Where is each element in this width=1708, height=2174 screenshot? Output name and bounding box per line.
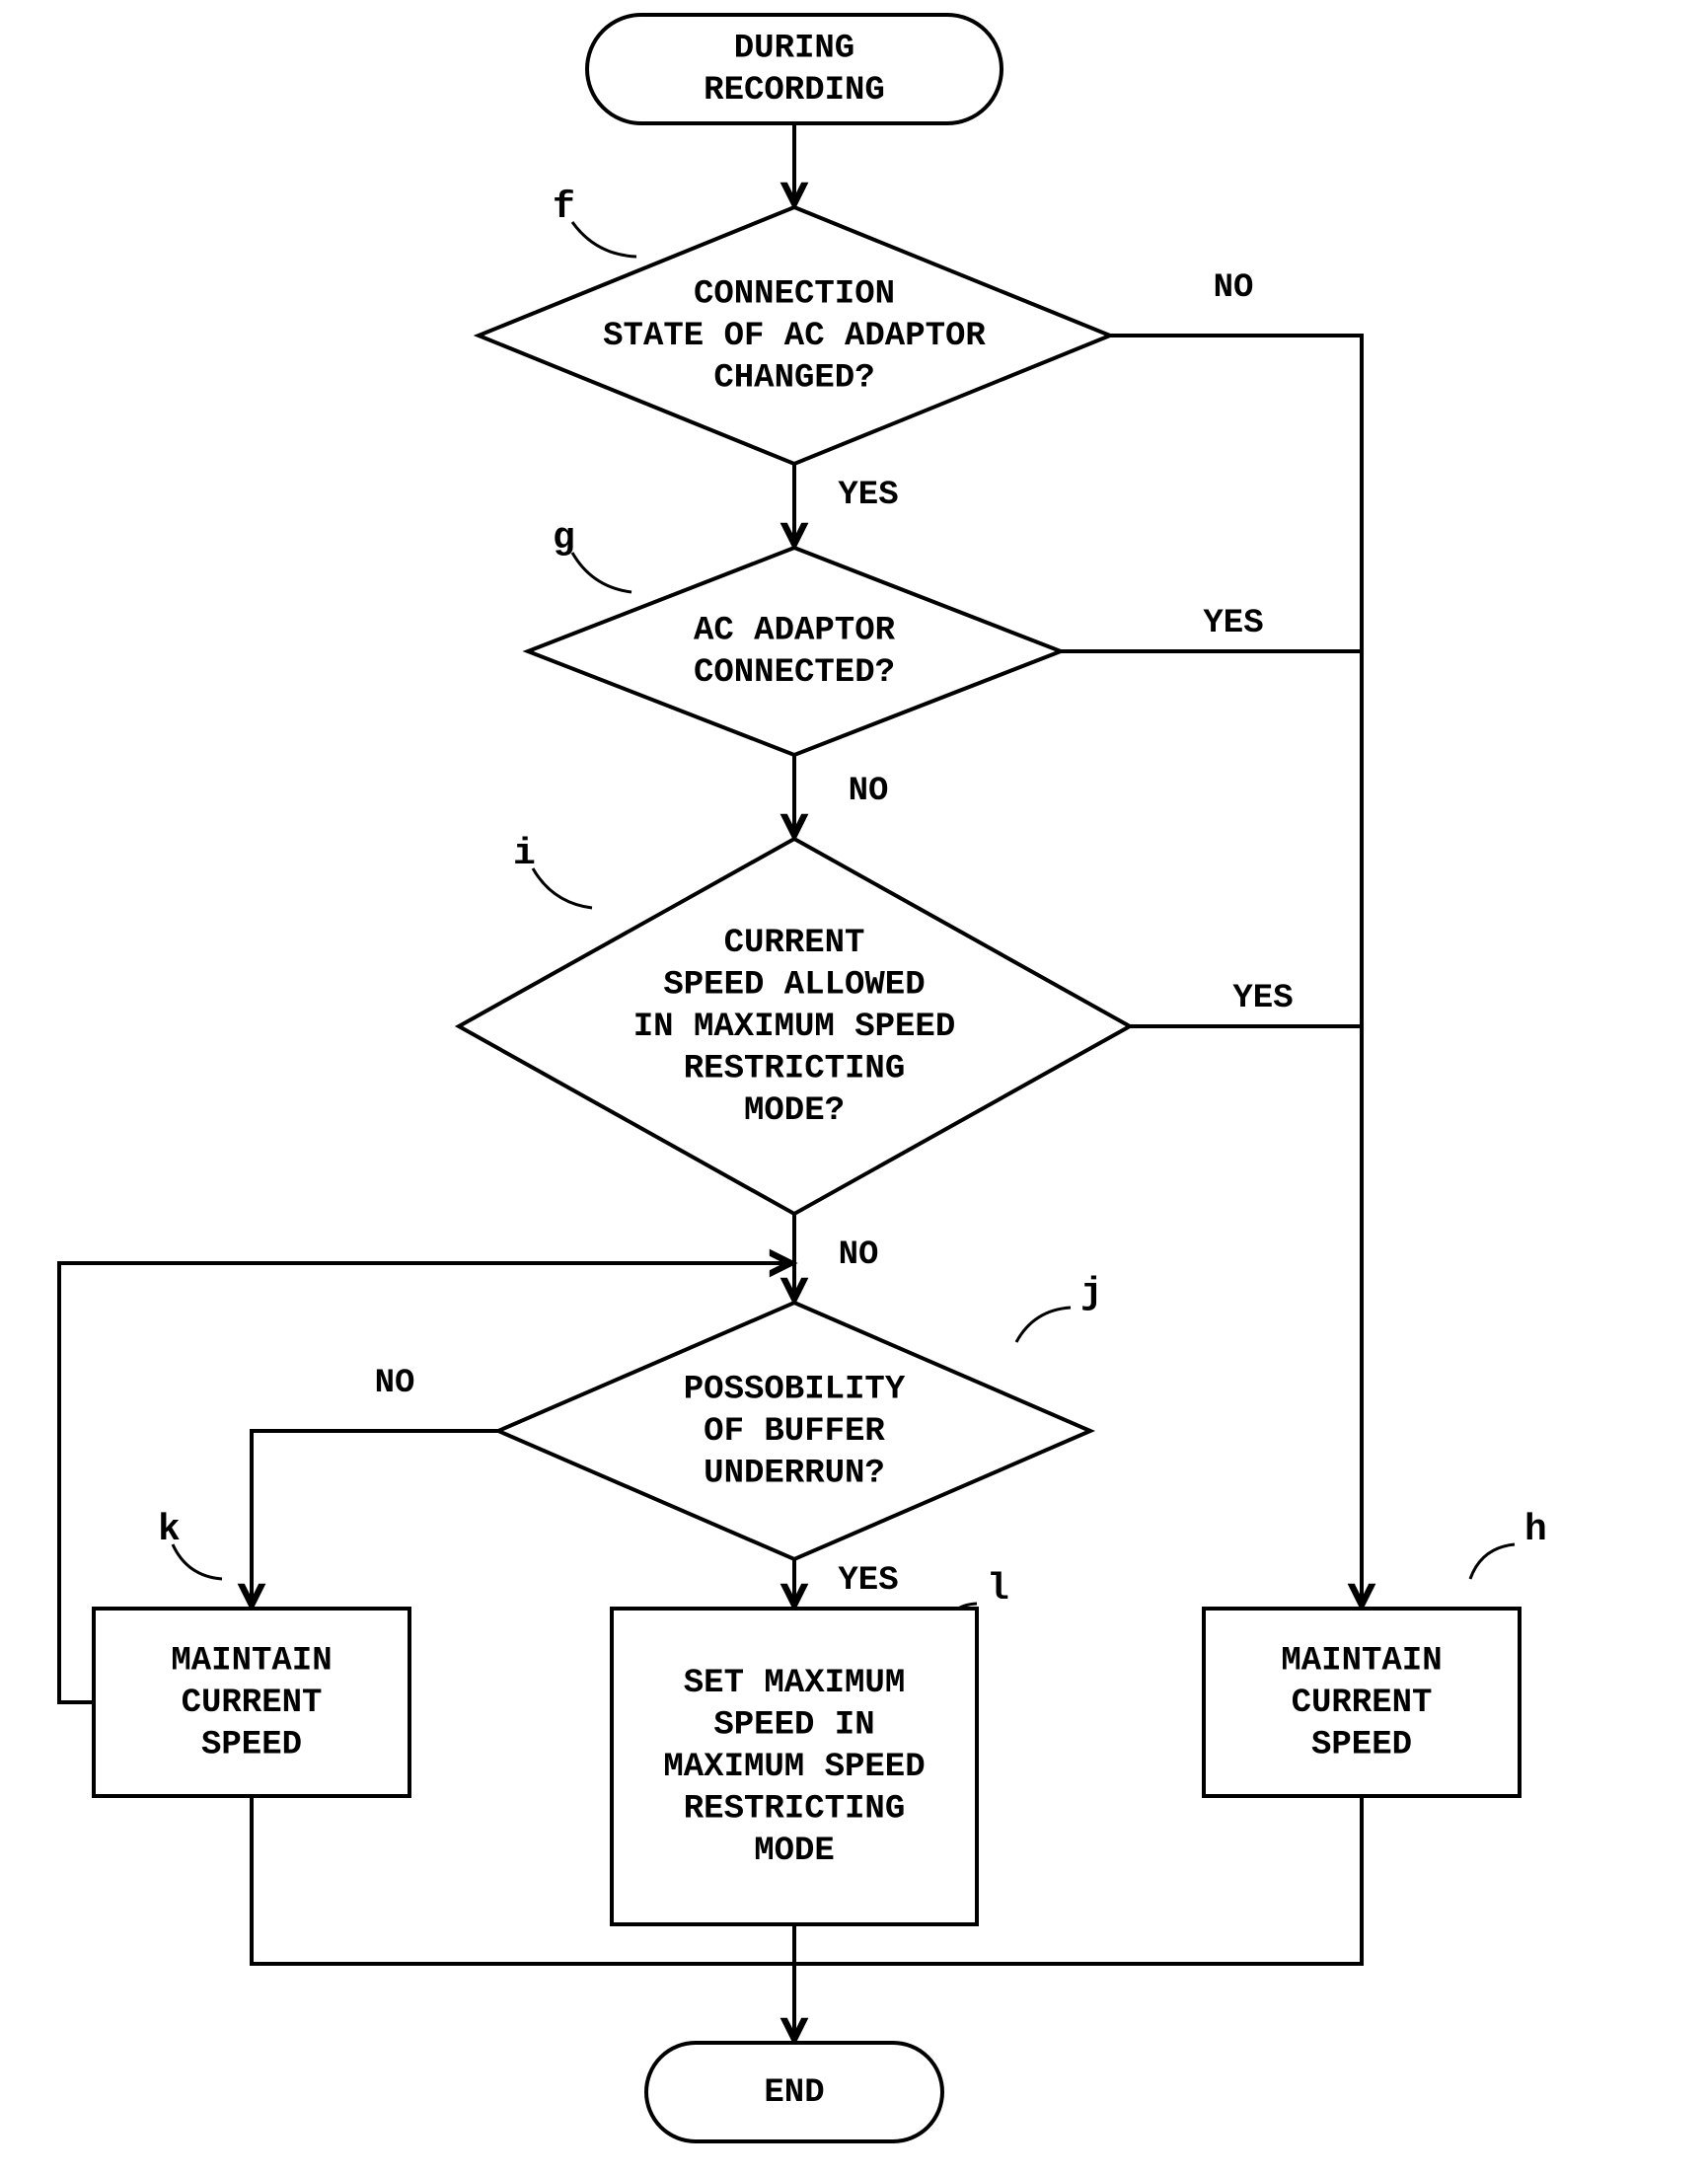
edge-label: NO bbox=[839, 1237, 879, 1274]
edge-label: YES bbox=[838, 1562, 898, 1600]
edge bbox=[252, 1431, 498, 1609]
node-f: CONNECTION STATE OF AC ADAPTOR CHANGED? f bbox=[479, 187, 1110, 464]
node-id-label: f bbox=[553, 187, 575, 229]
id-tie bbox=[1016, 1308, 1071, 1342]
edge bbox=[1110, 336, 1362, 1609]
svg-text:CONNECTED?: CONNECTED? bbox=[694, 654, 895, 692]
svg-text:UNDERRUN?: UNDERRUN? bbox=[704, 1455, 885, 1492]
node-id-label: k bbox=[158, 1509, 181, 1551]
edge-label: YES bbox=[1232, 980, 1293, 1017]
svg-text:CONNECTION: CONNECTION bbox=[694, 275, 895, 313]
node-id-label: i bbox=[513, 833, 536, 875]
id-tie bbox=[1470, 1544, 1515, 1579]
edge-label: NO bbox=[1214, 269, 1254, 307]
svg-text:RESTRICTING: RESTRICTING bbox=[684, 1790, 905, 1828]
svg-text:OF BUFFER: OF BUFFER bbox=[704, 1413, 885, 1451]
id-tie bbox=[572, 222, 636, 257]
svg-text:AC ADAPTOR: AC ADAPTOR bbox=[694, 613, 896, 650]
svg-text:RECORDING: RECORDING bbox=[704, 72, 885, 110]
svg-text:POSSOBILITY: POSSOBILITY bbox=[684, 1371, 906, 1408]
svg-text:MODE?: MODE? bbox=[744, 1092, 845, 1130]
node-id-label: g bbox=[553, 517, 575, 560]
svg-text:END: END bbox=[764, 2074, 824, 2112]
node-j: POSSOBILITY OF BUFFER UNDERRUN? j bbox=[498, 1272, 1103, 1559]
svg-text:MAXIMUM SPEED: MAXIMUM SPEED bbox=[663, 1749, 925, 1786]
node-g: AC ADAPTOR CONNECTED? g bbox=[528, 517, 1061, 755]
svg-text:MAINTAIN: MAINTAIN bbox=[1281, 1642, 1442, 1680]
edge-label: NO bbox=[849, 773, 889, 810]
svg-text:SET MAXIMUM: SET MAXIMUM bbox=[684, 1665, 905, 1702]
svg-text:SPEED: SPEED bbox=[201, 1726, 302, 1763]
id-tie bbox=[572, 553, 631, 592]
svg-text:SPEED ALLOWED: SPEED ALLOWED bbox=[663, 966, 925, 1004]
svg-text:CURRENT: CURRENT bbox=[1292, 1685, 1433, 1722]
id-tie bbox=[533, 868, 592, 908]
svg-text:CURRENT: CURRENT bbox=[724, 925, 865, 962]
svg-text:SPEED IN: SPEED IN bbox=[713, 1706, 874, 1744]
node-h: MAINTAIN CURRENT SPEED h bbox=[1204, 1509, 1547, 1796]
node-end: END bbox=[646, 2043, 942, 2141]
edge-label: YES bbox=[1203, 605, 1263, 642]
node-id-label: j bbox=[1080, 1272, 1103, 1314]
node-i: CURRENT SPEED ALLOWED IN MAXIMUM SPEED REST… bbox=[459, 833, 1130, 1214]
svg-text:MAINTAIN: MAINTAIN bbox=[171, 1642, 332, 1680]
flowchart-canvas: YES NO NO YES NO YES YES NO DURING RECORDING CONNE… bbox=[0, 0, 1708, 2174]
node-id-label: l bbox=[987, 1568, 1009, 1611]
edge-label: YES bbox=[838, 477, 898, 514]
edge-label: NO bbox=[375, 1365, 415, 1402]
node-l: SET MAXIMUM SPEED IN MAXIMUM SPEED RESTRICT… bbox=[612, 1568, 1009, 1924]
node-start: DURING RECORDING bbox=[587, 15, 1002, 123]
svg-text:DURING: DURING bbox=[734, 31, 854, 68]
node-id-label: h bbox=[1524, 1509, 1547, 1551]
svg-text:MODE: MODE bbox=[754, 1833, 835, 1870]
svg-text:IN MAXIMUM SPEED: IN MAXIMUM SPEED bbox=[633, 1009, 955, 1046]
svg-text:CHANGED?: CHANGED? bbox=[713, 359, 874, 397]
svg-text:CURRENT: CURRENT bbox=[182, 1685, 323, 1722]
svg-text:RESTRICTING: RESTRICTING bbox=[684, 1050, 905, 1087]
svg-text:STATE OF AC ADAPTOR: STATE OF AC ADAPTOR bbox=[603, 318, 986, 355]
svg-text:SPEED: SPEED bbox=[1311, 1726, 1412, 1763]
